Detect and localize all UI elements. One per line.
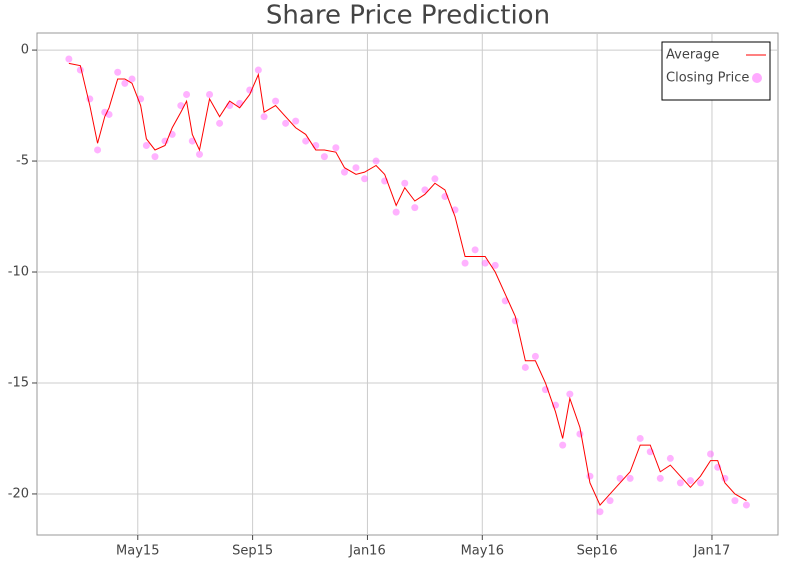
data-point [401,179,409,187]
x-tick-label: Jan17 [693,544,731,559]
y-tick-label: 0 [21,43,29,58]
x-tick-label: Jan16 [348,544,386,559]
data-point [461,259,469,267]
data-point [606,497,614,505]
data-point [128,75,136,83]
legend-label: Average [666,48,719,63]
data-point [361,175,369,183]
data-point [576,430,584,438]
data-point [392,208,400,216]
data-point [586,472,594,480]
data-point [302,137,310,145]
y-tick-label: -5 [16,154,29,169]
data-point [656,474,664,482]
data-point [352,164,360,172]
data-point [292,117,300,125]
data-line [68,62,747,506]
data-point [65,55,73,63]
data-point [260,113,268,121]
chart-title: Share Price Prediction [266,1,550,31]
y-tick-label: -15 [8,375,29,390]
data-point [471,246,479,254]
data-point [320,153,328,161]
data-point [566,390,574,398]
data-point [731,497,739,505]
data-point [206,90,214,98]
data-point [626,474,634,482]
x-tick-label: Sep16 [577,544,618,559]
data-point [411,204,419,212]
data-point [707,450,715,458]
data-point [272,97,280,105]
data-point [340,168,348,176]
data-point [332,144,340,152]
legend-label: Closing Price [666,71,749,86]
legend-box [661,41,771,101]
data-point [686,477,694,485]
data-point [372,157,380,165]
data-point [596,508,604,516]
data-point [121,79,129,87]
data-point [481,259,489,267]
data-point [183,90,191,98]
data-point [616,474,624,482]
data-point [105,110,113,118]
y-tick-label: -20 [8,486,29,501]
data-point [216,119,224,127]
data-point [742,501,750,509]
data-point [254,66,262,74]
y-tick-label: -10 [8,265,29,280]
data-point [94,146,102,154]
data-point [282,119,290,127]
data-point [676,479,684,487]
data-point [531,352,539,360]
legend-swatch [752,73,762,83]
data-point [559,441,567,449]
data-point [521,363,529,371]
plot-frame [36,32,779,536]
data-point [666,454,674,462]
data-point [696,479,704,487]
x-tick-label: May16 [461,544,504,559]
x-tick-label: Sep15 [232,544,273,559]
data-point [195,150,203,158]
data-point [177,102,185,110]
data-point [151,153,159,161]
data-point [636,434,644,442]
data-point [421,186,429,194]
data-point [431,175,439,183]
data-point [246,86,254,94]
data-point [161,137,169,145]
x-tick-label: May15 [116,544,159,559]
data-point [491,261,499,269]
data-point [114,68,122,76]
data-point [142,142,150,150]
